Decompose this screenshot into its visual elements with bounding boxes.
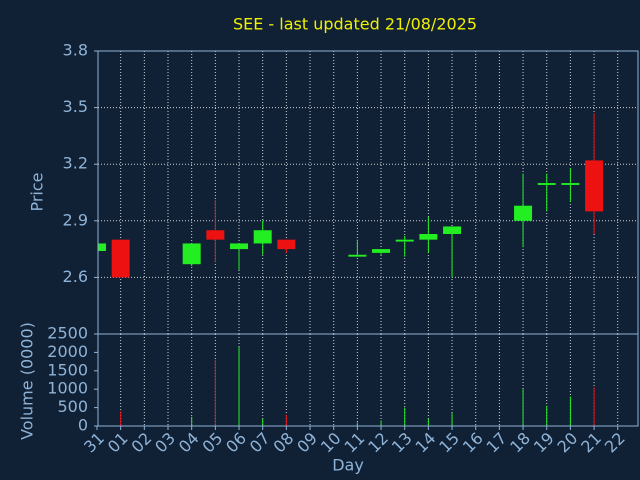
- y-tick-label: 2.6: [63, 267, 88, 286]
- volume-plot: [97, 334, 619, 426]
- volume-bar: [451, 413, 453, 426]
- y-tick-label: 3.5: [63, 97, 88, 116]
- candle-body: [98, 243, 106, 251]
- y-tick-label: 3.2: [63, 154, 88, 173]
- candle-body: [230, 243, 249, 250]
- candle-body: [111, 239, 130, 278]
- price-plot: [98, 51, 638, 334]
- volume-bar: [380, 420, 382, 426]
- candle-body: [537, 183, 556, 185]
- candle-body: [372, 249, 391, 253]
- x-axis-label: Day: [332, 456, 364, 475]
- candle-body: [514, 205, 533, 221]
- x-tick-label: 22: [601, 429, 629, 457]
- y-tick-label: 2500: [47, 324, 88, 343]
- y-tick-label: 500: [57, 397, 88, 416]
- volume-bar: [569, 396, 571, 426]
- volume-bar: [285, 414, 287, 426]
- candle-body: [277, 239, 296, 250]
- y-axis-label: Price: [28, 172, 47, 211]
- candle-body: [561, 183, 580, 185]
- volume-bar: [593, 387, 595, 426]
- volume-bar: [356, 422, 358, 426]
- candle-body: [253, 230, 272, 244]
- y-axis-label: Volume (0000): [18, 322, 37, 440]
- candle-body: [419, 234, 438, 240]
- volume-bar: [97, 422, 98, 426]
- volume-bar: [522, 389, 524, 426]
- volume-bar: [404, 407, 406, 426]
- volume-bar: [238, 346, 240, 426]
- candle-body: [206, 230, 225, 240]
- volume-bar: [120, 411, 122, 426]
- y-tick-label: 1000: [47, 379, 88, 398]
- price-frame: [97, 50, 639, 335]
- candle-body: [585, 160, 604, 212]
- y-tick-label: 1500: [47, 360, 88, 379]
- y-tick-label: 2.9: [63, 210, 88, 229]
- y-tick-label: 2000: [47, 342, 88, 361]
- candle-body: [348, 254, 367, 257]
- candle-body: [395, 239, 414, 242]
- axes: 2.62.93.23.53.80500100015002000250031010…: [47, 41, 628, 457]
- y-tick-label: 0: [78, 416, 88, 435]
- volume-bar: [214, 359, 216, 426]
- volume-bar: [427, 418, 429, 426]
- candle-body: [182, 243, 201, 265]
- y-tick-label: 3.8: [63, 41, 88, 60]
- chart-title: SEE - last updated 21/08/2025: [233, 15, 477, 34]
- volume-bar: [262, 418, 264, 426]
- volume-frame: [97, 333, 639, 427]
- volume-bar: [191, 416, 193, 426]
- volume-bar: [546, 405, 548, 426]
- candle-body: [443, 226, 462, 235]
